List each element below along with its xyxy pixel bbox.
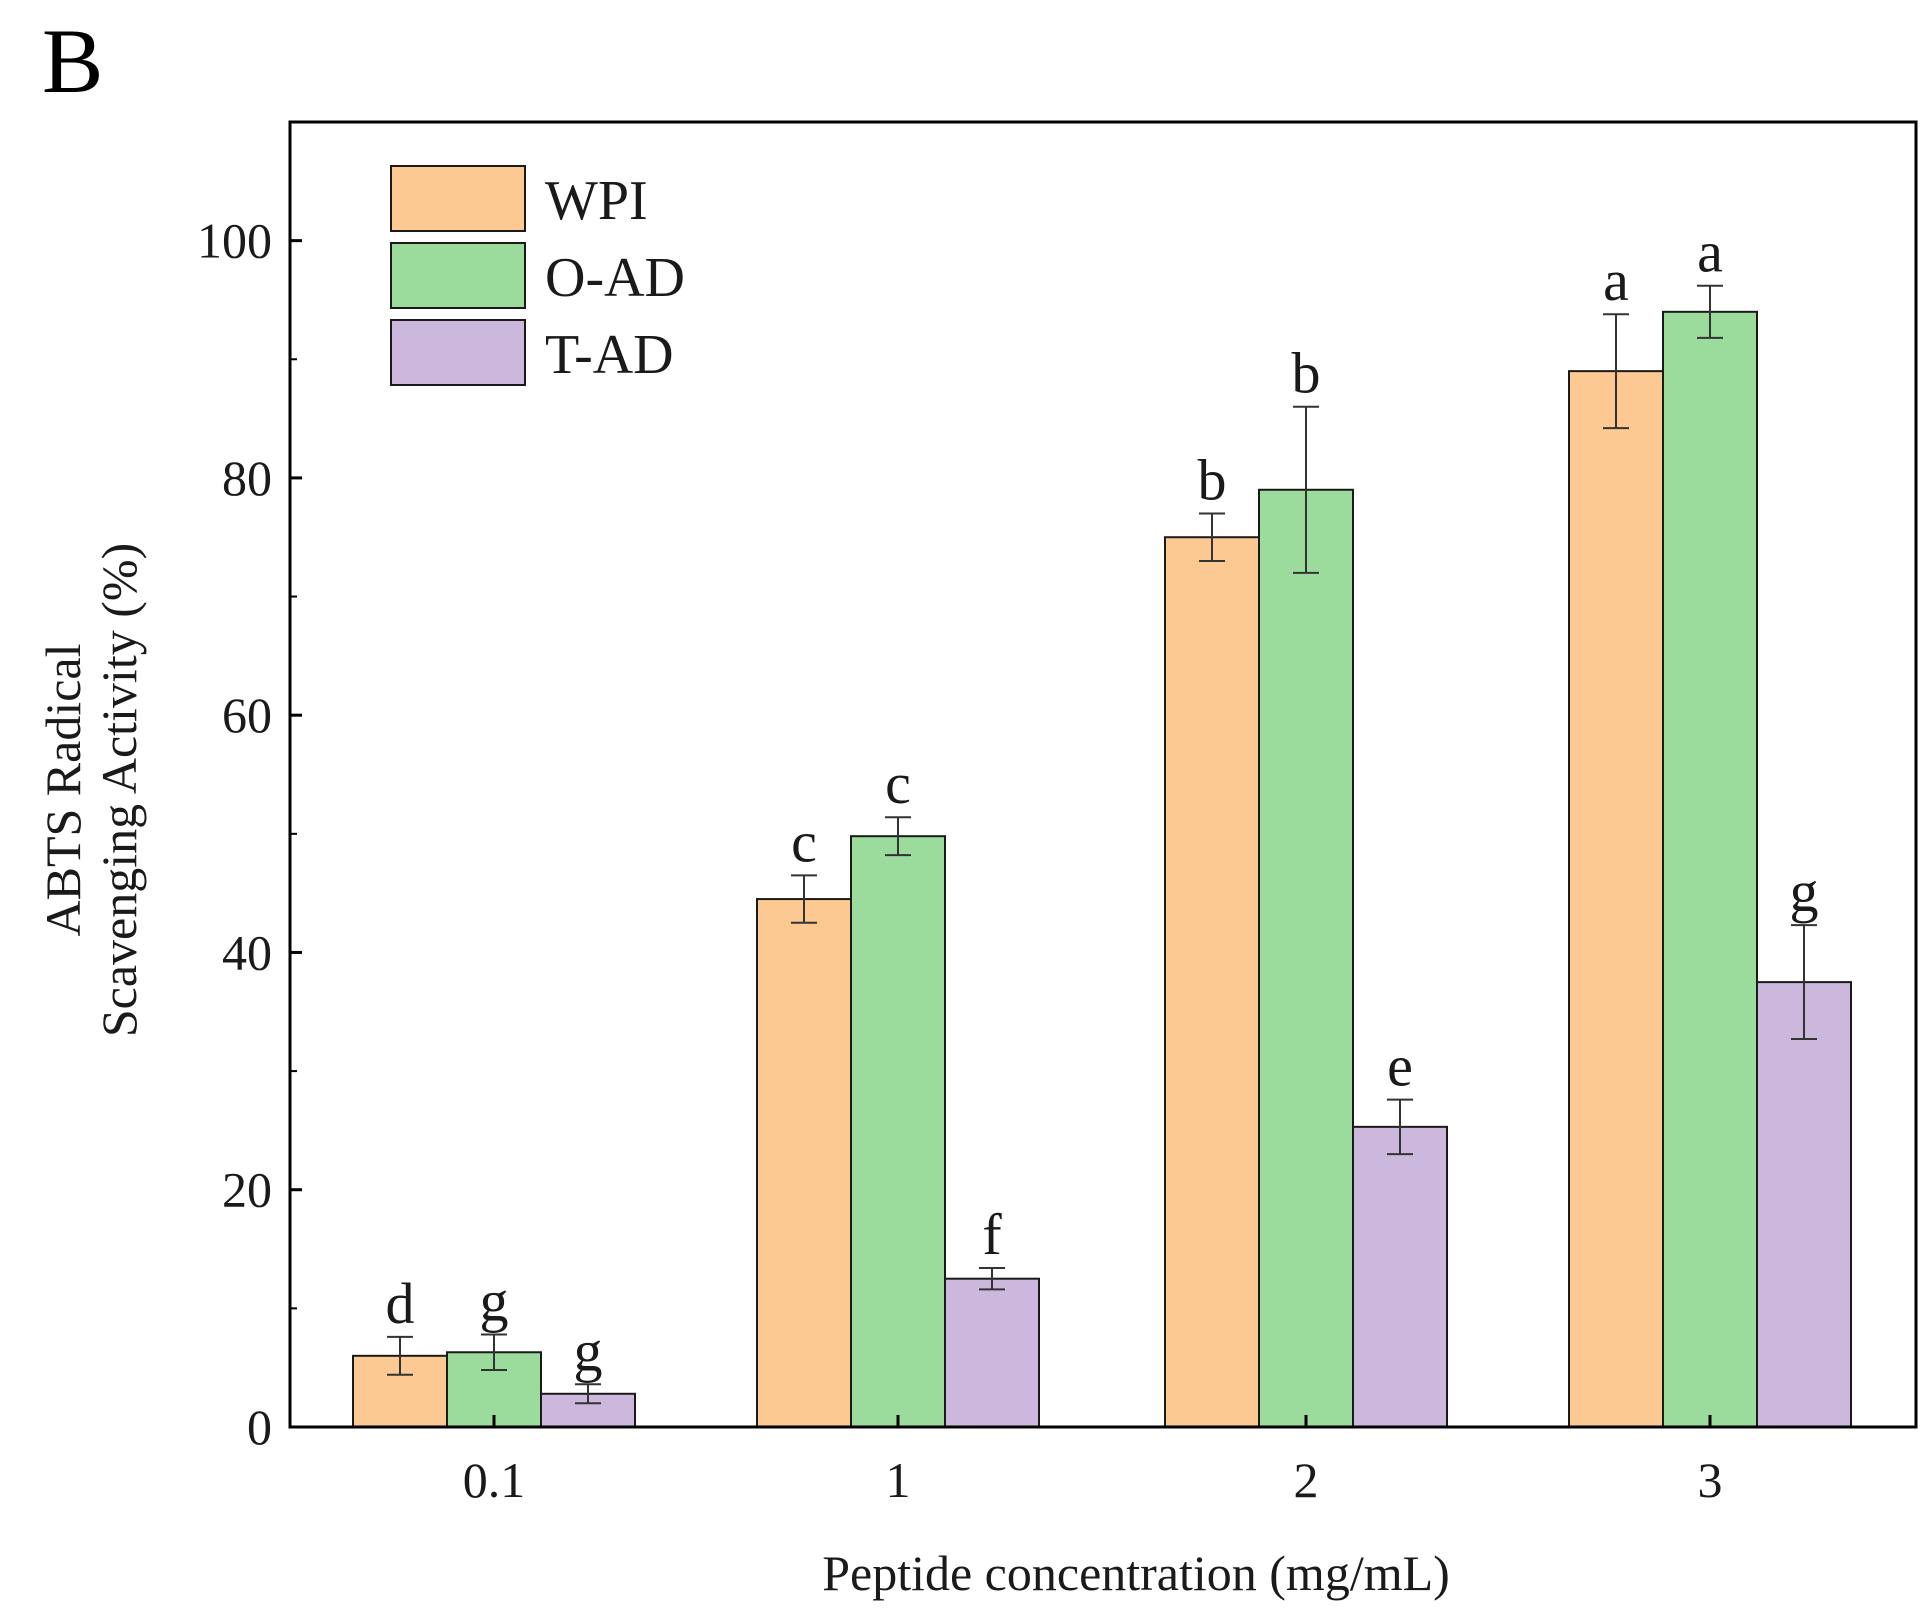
y-axis-title-line-2: Scavenging Activity (%) bbox=[91, 543, 147, 1037]
panel-label: B bbox=[42, 10, 103, 112]
error-bar-o-ad-0-1 bbox=[481, 1333, 507, 1372]
error-bar-t-ad-1 bbox=[979, 1267, 1005, 1291]
plot-frame bbox=[288, 120, 1918, 1429]
bar-o-ad-1 bbox=[850, 835, 946, 1428]
bar-wpi-3 bbox=[1568, 370, 1664, 1428]
legend: WPI O-AD T-AD bbox=[390, 165, 685, 386]
significance-letter-wpi-0-1: d bbox=[386, 1271, 415, 1336]
legend-item-t-ad: T-AD bbox=[390, 319, 674, 386]
significance-letter-o-ad-0-1: g bbox=[480, 1268, 509, 1333]
legend-swatch-t-ad bbox=[390, 319, 526, 386]
x-axis-title: Peptide concentration (mg/mL) bbox=[822, 1545, 1450, 1601]
y-axis-title: ABTS Radical Scavenging Activity (%) bbox=[35, 543, 147, 1037]
y-axis-title-line-1: ABTS Radical bbox=[35, 643, 91, 936]
error-bar-o-ad-3 bbox=[1697, 284, 1723, 339]
significance-letter-o-ad-3: a bbox=[1697, 220, 1723, 285]
legend-label-t-ad: T-AD bbox=[545, 324, 674, 386]
bar-t-ad-1 bbox=[944, 1277, 1040, 1429]
bar-wpi-1 bbox=[756, 898, 852, 1428]
x-tick-label-0-1: 0.1 bbox=[463, 1452, 526, 1508]
legend-item-wpi: WPI bbox=[390, 165, 648, 232]
y-tick-label-100: 100 bbox=[197, 213, 272, 269]
error-bar-t-ad-0-1 bbox=[575, 1383, 601, 1405]
significance-letter-o-ad-1: c bbox=[885, 751, 911, 816]
bar-wpi-2 bbox=[1164, 536, 1260, 1428]
plot-area: d c b a g c b a g f e g bbox=[352, 220, 1852, 1429]
legend-swatch-o-ad bbox=[390, 242, 526, 309]
x-tick-label-1: 1 bbox=[886, 1452, 911, 1508]
error-bar-o-ad-1 bbox=[885, 816, 911, 857]
error-bar-o-ad-2 bbox=[1293, 405, 1319, 574]
error-bar-wpi-2 bbox=[1199, 512, 1225, 562]
significance-letter-wpi-3: a bbox=[1603, 248, 1629, 313]
legend-label-o-ad: O-AD bbox=[545, 247, 685, 309]
y-tick-label-40: 40 bbox=[222, 924, 272, 980]
error-bar-wpi-1 bbox=[791, 874, 817, 924]
bar-t-ad-2 bbox=[1352, 1125, 1448, 1428]
error-bar-t-ad-3 bbox=[1791, 924, 1817, 1041]
significance-letter-wpi-2: b bbox=[1198, 448, 1227, 513]
y-tick-label-60: 60 bbox=[222, 687, 272, 743]
x-tick-label-2: 2 bbox=[1294, 1452, 1319, 1508]
significance-letter-t-ad-0-1: g bbox=[574, 1318, 603, 1383]
error-bar-wpi-3 bbox=[1603, 313, 1629, 430]
legend-item-o-ad: O-AD bbox=[390, 242, 685, 309]
significance-letter-o-ad-2: b bbox=[1292, 341, 1321, 406]
y-tick-label-0: 0 bbox=[247, 1399, 272, 1455]
bar-o-ad-3 bbox=[1662, 310, 1758, 1428]
y-tick-label-80: 80 bbox=[222, 450, 272, 506]
y-axis: 0 20 40 60 80 100 bbox=[197, 213, 302, 1455]
legend-label-wpi: WPI bbox=[545, 170, 648, 232]
significance-letter-t-ad-1: f bbox=[982, 1202, 1002, 1267]
significance-letter-wpi-1: c bbox=[791, 809, 817, 874]
bar-t-ad-3 bbox=[1756, 981, 1852, 1428]
legend-swatch-wpi bbox=[390, 165, 526, 232]
error-bar-t-ad-2 bbox=[1387, 1098, 1413, 1156]
x-tick-label-3: 3 bbox=[1698, 1452, 1723, 1508]
significance-letter-t-ad-2: e bbox=[1387, 1034, 1413, 1099]
significance-letter-t-ad-3: g bbox=[1790, 859, 1819, 924]
y-tick-label-20: 20 bbox=[222, 1162, 272, 1218]
error-bar-wpi-0-1 bbox=[387, 1335, 413, 1376]
bar-o-ad-2 bbox=[1258, 488, 1354, 1429]
x-axis: 0.1 1 2 3 bbox=[463, 1415, 1723, 1508]
